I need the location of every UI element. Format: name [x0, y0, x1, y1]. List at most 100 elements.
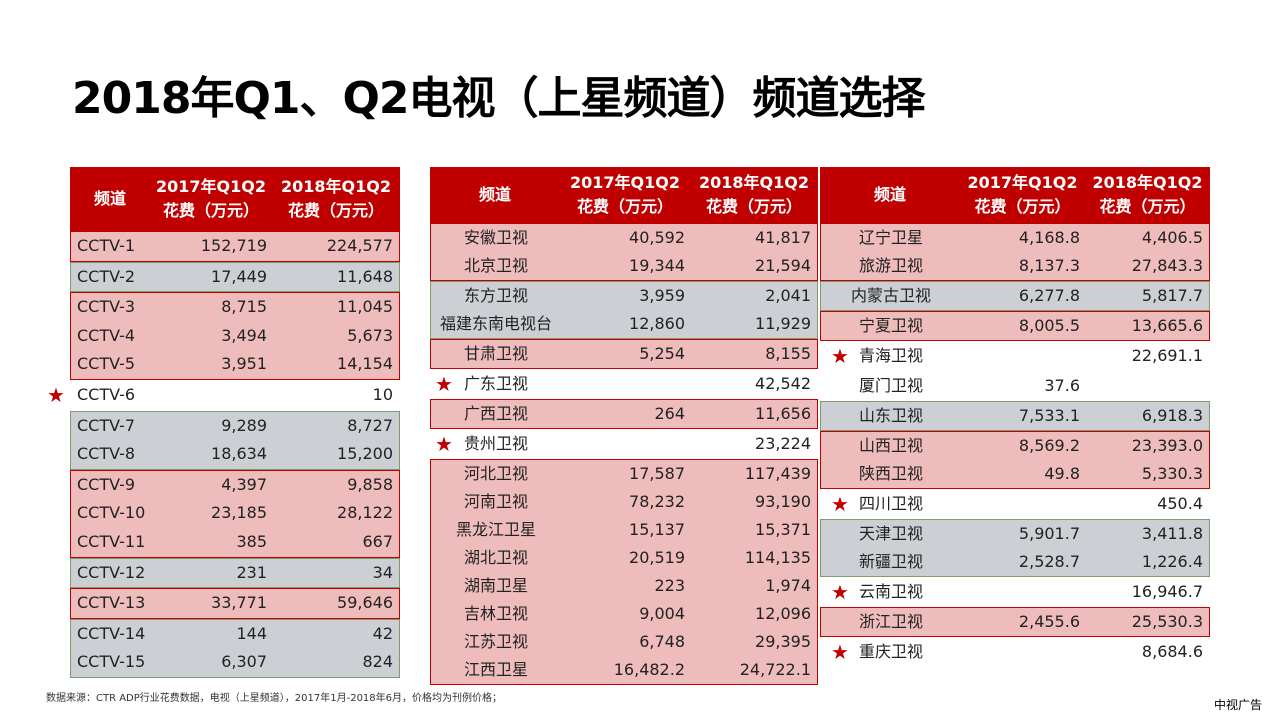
spend-v2018: 12,096	[755, 604, 811, 623]
table-row: 东方卫视 3,959 2,041	[431, 282, 817, 310]
table-row: 新疆卫视 2,528.7 1,226.4	[821, 548, 1209, 576]
table-row: 山东卫视 7,533.1 6,918.3	[821, 402, 1209, 430]
header-year: 2018年Q1Q2	[698, 173, 809, 192]
table-row: 河南卫视 78,232 93,190	[431, 488, 817, 516]
spend-v2018: 2,041	[765, 286, 811, 305]
spend-v2017: 3,494	[221, 325, 267, 345]
header-2018: 2018年Q1Q2 花费（万元）	[1085, 167, 1210, 223]
spend-v2017: 17,449	[211, 266, 267, 286]
table-row: CCTV-10 23,185 28,122	[71, 499, 399, 528]
table-row: 湖南卫星 223 1,974	[431, 572, 817, 600]
header-unit: 花费（万元）	[576, 197, 673, 216]
spend-v2018: 27,843.3	[1131, 256, 1203, 275]
table-row: 湖北卫视 20,519 114,135	[431, 544, 817, 572]
channel-name: 江西卫星	[463, 660, 528, 679]
channel-name: 云南卫视	[858, 582, 923, 601]
table-row: 河北卫视 17,587 117,439	[431, 460, 817, 488]
header-unit: 花费（万元）	[162, 201, 259, 220]
spend-v2017: 9,289	[221, 415, 267, 435]
channel-name: 安徽卫视	[463, 228, 528, 247]
row-group-red: 甘肃卫视 5,254 8,155	[430, 339, 818, 369]
table-row: 江苏卫视 6,748 29,395	[431, 628, 817, 656]
spend-v2018: 824	[362, 652, 393, 672]
row-group-red: CCTV-3 8,715 11,045 CCTV-4 3,494 5,673 CCTV-5 3…	[70, 292, 400, 380]
table-row: ★ 四川卫视 450.4	[821, 490, 1209, 518]
spend-v2017: 6,277.8	[1018, 286, 1080, 305]
header-unit: 花费（万元）	[287, 201, 384, 220]
channel-name: CCTV-15	[77, 652, 146, 672]
spend-v2018: 22,691.1	[1131, 346, 1203, 365]
spend-v2018: 117,439	[744, 464, 811, 483]
row-group-star: ★ 贵州卫视 23,224	[430, 429, 818, 459]
spend-v2017: 19,344	[629, 256, 685, 275]
spend-v2018: 11,045	[337, 297, 393, 317]
spend-v2017: 4,397	[221, 474, 267, 494]
spend-v2017: 3,951	[221, 354, 267, 374]
row-group-gray: 天津卫视 5,901.7 3,411.8 新疆卫视 2,528.7 1,226.4	[820, 519, 1210, 577]
spend-v2017: 23,185	[211, 503, 267, 523]
spend-v2018: 41,817	[755, 228, 811, 247]
spend-v2018: 24,722.1	[739, 660, 811, 679]
satellite-channel-table-l-z: 频道 2017年Q1Q2 花费（万元） 2018年Q1Q2 花费（万元） 辽宁卫星 4,16…	[820, 167, 1210, 667]
spend-v2017: 8,137.3	[1018, 256, 1080, 275]
table-row: CCTV-2 17,449 11,648	[71, 263, 399, 292]
row-group-gray: CCTV-12 231 34	[70, 557, 400, 589]
spend-v2017: 40,592	[629, 228, 685, 247]
spend-v2018: 1,226.4	[1141, 552, 1203, 571]
row-group-gray: 内蒙古卫视 6,277.8 5,817.7	[820, 281, 1210, 311]
row-group-star: ★ CCTV-6 10	[47, 379, 400, 411]
spend-v2017: 8,715	[221, 297, 267, 317]
spend-v2018: 5,817.7	[1141, 286, 1203, 305]
table-row: 山西卫视 8,569.2 23,393.0	[821, 432, 1209, 460]
spend-v2018: 93,190	[755, 492, 811, 511]
spend-v2018: 13,665.6	[1131, 316, 1203, 335]
channel-name: 新疆卫视	[858, 552, 923, 571]
spend-v2017: 33,771	[211, 593, 267, 613]
cctv-channel-table: 频道 2017年Q1Q2 花费（万元） 2018年Q1Q2 花费（万元） CCTV-1 15…	[47, 167, 400, 678]
spend-v2017: 15,137	[629, 520, 685, 539]
table-row: ★ 贵州卫视 23,224	[431, 430, 817, 458]
channel-name: 宁夏卫视	[858, 316, 923, 335]
row-group-red: CCTV-13 33,771 59,646	[70, 588, 400, 619]
table-row: CCTV-7 9,289 8,727	[71, 412, 399, 441]
spend-v2017: 2,455.6	[1018, 612, 1080, 631]
channel-name: 四川卫视	[858, 494, 923, 513]
header-2018: 2018年Q1Q2 花费（万元）	[690, 167, 818, 223]
channel-name: 河北卫视	[463, 464, 528, 483]
spend-v2018: 224,577	[326, 236, 393, 255]
spend-v2017: 20,519	[629, 548, 685, 567]
spend-v2017: 264	[654, 404, 685, 423]
channel-name: 湖南卫星	[463, 576, 528, 595]
channel-name: CCTV-3	[77, 297, 136, 317]
row-group-star: ★ 重庆卫视 8,684.6	[820, 637, 1210, 667]
row-group-red: CCTV-9 4,397 9,858 CCTV-10 23,185 28,122 CCTV-…	[70, 469, 400, 558]
spend-v2018: 14,154	[337, 354, 393, 374]
channel-name: 东方卫视	[463, 286, 528, 305]
table-header: 频道 2017年Q1Q2 花费（万元） 2018年Q1Q2 花费（万元）	[70, 167, 400, 231]
star-icon: ★	[831, 344, 849, 368]
spend-v2018: 3,411.8	[1141, 524, 1203, 543]
row-group-star: ★ 四川卫视 450.4	[820, 489, 1210, 519]
table-row: CCTV-5 3,951 14,154	[71, 350, 399, 379]
channel-name: CCTV-8	[77, 444, 136, 464]
channel-name: 广东卫视	[463, 374, 528, 393]
spend-v2018: 11,656	[755, 404, 811, 423]
channel-name: CCTV-1	[77, 236, 136, 255]
table-row: CCTV-8 18,634 15,200	[71, 440, 399, 469]
table-row: CCTV-12 231 34	[71, 559, 399, 588]
row-group-star: ★ 青海卫视 22,691.1	[820, 341, 1210, 371]
row-group-red: 安徽卫视 40,592 41,817 北京卫视 19,344 21,594	[430, 223, 818, 281]
spend-v2018: 1,974	[765, 576, 811, 595]
table-row: ★ 青海卫视 22,691.1	[821, 342, 1209, 370]
row-group-red: 宁夏卫视 8,005.5 13,665.6	[820, 311, 1210, 341]
spend-v2017: 4,168.8	[1018, 228, 1080, 247]
table-row: 宁夏卫视 8,005.5 13,665.6	[821, 312, 1209, 340]
header-year: 2017年Q1Q2	[155, 177, 266, 196]
row-group-star: 厦门卫视 37.6	[820, 371, 1210, 401]
spend-v2017: 3,959	[639, 286, 685, 305]
row-group-gray: CCTV-2 17,449 11,648	[70, 261, 400, 293]
row-group-gray: 山东卫视 7,533.1 6,918.3	[820, 401, 1210, 431]
spend-v2017: 385	[236, 531, 267, 551]
channel-name: CCTV-2	[77, 266, 136, 286]
channel-name: 湖北卫视	[463, 548, 528, 567]
